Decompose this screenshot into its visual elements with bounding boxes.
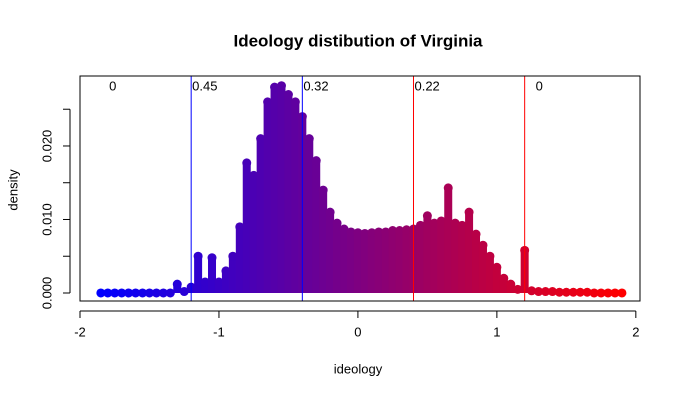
density-point — [339, 224, 349, 234]
density-point — [249, 170, 259, 180]
density-point — [513, 284, 523, 294]
density-point — [610, 288, 620, 298]
x-tick-label: -1 — [213, 324, 225, 339]
density-point — [436, 216, 446, 226]
y-tick-label: 0.000 — [39, 277, 54, 310]
density-point — [270, 82, 280, 92]
density-point — [464, 207, 474, 217]
density-point — [388, 226, 398, 236]
x-tick-label: 1 — [493, 324, 500, 339]
density-point — [471, 229, 481, 239]
density-point — [263, 97, 273, 107]
density-point — [492, 262, 502, 272]
density-point — [582, 287, 592, 297]
x-tick-label: -2 — [74, 324, 86, 339]
density-point — [554, 287, 564, 297]
density-point — [193, 251, 203, 261]
density-point — [276, 81, 286, 91]
density-point — [381, 227, 391, 237]
density-point — [596, 288, 606, 298]
density-point — [422, 211, 432, 221]
density-point — [527, 286, 537, 296]
density-point — [367, 228, 377, 238]
density-point — [304, 134, 314, 144]
density-point — [499, 273, 509, 283]
density-point — [151, 288, 161, 298]
density-point — [117, 288, 127, 298]
density-point — [561, 287, 571, 297]
plot-frame — [79, 75, 641, 302]
density-point — [332, 218, 342, 228]
density-point — [131, 288, 141, 298]
density-point — [325, 207, 335, 217]
density-point — [395, 226, 405, 236]
density-point — [443, 183, 453, 193]
density-point — [568, 287, 578, 297]
density-point — [374, 227, 384, 237]
density-point — [103, 288, 113, 298]
region-label: 0 — [109, 78, 116, 93]
density-point — [478, 240, 488, 250]
density-point — [603, 288, 613, 298]
density-point — [207, 253, 217, 263]
density-point — [547, 287, 557, 297]
density-point — [346, 227, 356, 237]
density-point — [283, 90, 293, 100]
density-point — [353, 228, 363, 238]
region-label: 0.32 — [303, 78, 328, 93]
density-point — [311, 156, 321, 166]
x-axis-label: ideology — [334, 361, 383, 376]
density-point — [124, 288, 134, 298]
density-point — [158, 288, 168, 298]
density-point — [318, 185, 328, 195]
density-point — [165, 288, 175, 298]
density-point — [228, 251, 238, 261]
region-label: 0.45 — [192, 78, 217, 93]
density-point — [402, 225, 412, 235]
density-point — [485, 251, 495, 261]
density-point — [541, 287, 551, 297]
density-point — [506, 279, 516, 289]
chart-title: Ideology distibution of Virginia — [233, 31, 483, 50]
density-point — [144, 288, 154, 298]
density-point — [575, 287, 585, 297]
density-point — [256, 134, 266, 144]
density-point — [110, 288, 120, 298]
x-tick-label: 2 — [632, 324, 639, 339]
density-point — [172, 279, 182, 289]
density-point — [235, 222, 245, 232]
region-label: 0.22 — [414, 78, 439, 93]
density-point — [179, 287, 189, 297]
density-point — [138, 288, 148, 298]
density-point — [96, 288, 106, 298]
density-point — [221, 266, 231, 276]
density-point — [457, 220, 467, 230]
density-point — [200, 277, 210, 287]
density-point — [450, 218, 460, 228]
density-point — [290, 97, 300, 107]
density-point — [589, 288, 599, 298]
y-tick-label: 0.020 — [39, 130, 54, 163]
density-point — [534, 287, 544, 297]
density-point — [617, 288, 627, 298]
density-point — [429, 218, 439, 228]
y-axis-label: density — [5, 169, 20, 211]
region-label: 0 — [536, 78, 543, 93]
density-point — [242, 158, 252, 168]
density-point — [415, 220, 425, 230]
y-tick-label: 0.010 — [39, 203, 54, 236]
density-point — [360, 228, 370, 238]
density-point — [214, 277, 224, 287]
x-tick-label: 0 — [354, 324, 361, 339]
